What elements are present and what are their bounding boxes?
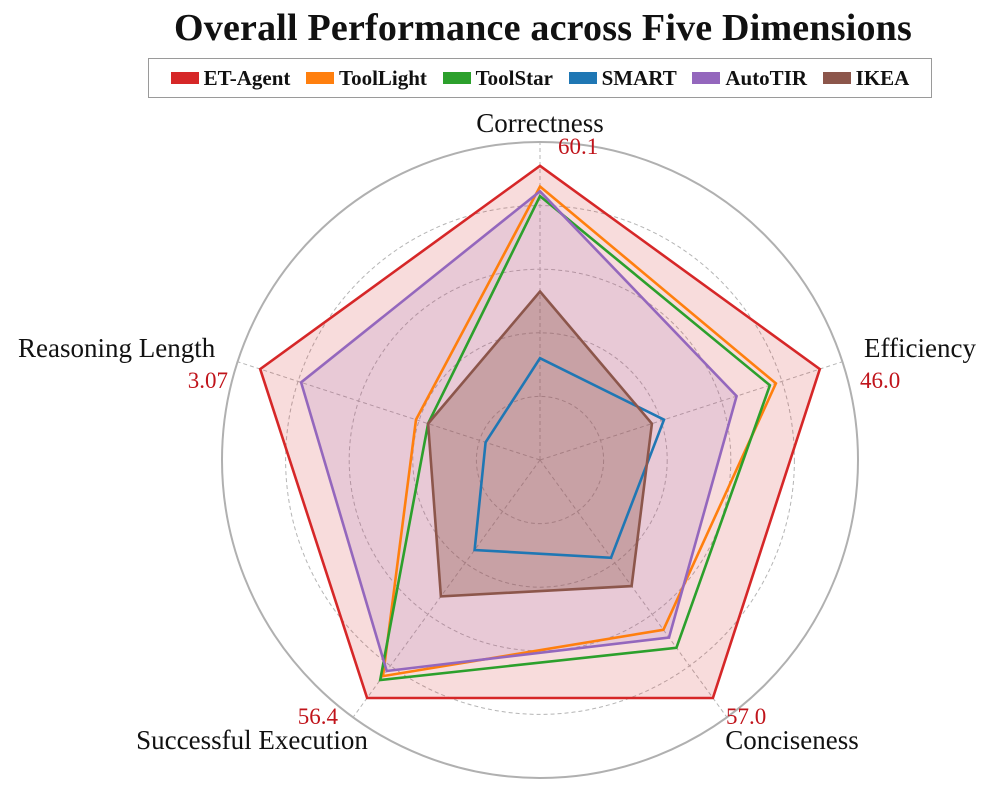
axis-max-label-efficiency: 46.0 xyxy=(860,368,900,393)
legend-swatch-autotir xyxy=(692,72,721,84)
axis-max-label-successful-execution: 56.4 xyxy=(298,704,339,729)
axis-spoke-conciseness xyxy=(539,459,728,718)
radar-grid xyxy=(221,141,859,779)
series-fill-autotir xyxy=(301,191,737,672)
series-line-et-agent xyxy=(258,164,822,700)
axis-label-correctness: Correctness xyxy=(476,108,603,138)
legend-item-et-agent: ET-Agent xyxy=(170,65,291,91)
series-line-ikea xyxy=(426,289,654,598)
legend-swatch-toolstar xyxy=(442,72,471,84)
axis-spoke-successful-execution xyxy=(352,459,541,718)
legend-item-ikea: IKEA xyxy=(822,65,910,91)
axis-max-label-reasoning-length: 3.07 xyxy=(188,368,228,393)
legend-item-smart: SMART xyxy=(568,65,677,91)
grid-ring-1 xyxy=(475,395,605,525)
legend-item-toollight: ToolLight xyxy=(306,66,427,91)
series-line-smart xyxy=(473,356,666,560)
legend-label: SMART xyxy=(601,65,677,90)
axis-max-label-correctness: 60.1 xyxy=(558,134,598,159)
axis-spoke-reasoning-length xyxy=(237,361,541,461)
legend-swatch-toollight xyxy=(306,72,334,84)
axis-label-conciseness: Conciseness xyxy=(725,725,858,755)
legend-swatch-smart xyxy=(568,72,597,84)
legend-label: AutoTIR xyxy=(725,65,808,90)
series-line-autotir xyxy=(299,189,739,673)
axis-label-efficiency: Efficiency xyxy=(864,333,976,363)
series-fills xyxy=(260,165,820,699)
axis-label-successful-execution: Successful Execution xyxy=(136,725,368,755)
legend-item-autotir: AutoTIR xyxy=(692,66,807,91)
legend-label: ToolLight xyxy=(339,65,427,90)
axis-label-reasoning-length: Reasoning Length xyxy=(18,333,216,363)
legend-item-toolstar: ToolStar xyxy=(442,65,553,91)
legend-label: IKEA xyxy=(855,65,910,90)
series-fill-ikea xyxy=(428,291,652,597)
grid-outer-ring xyxy=(221,141,859,779)
legend-label: ET-Agent xyxy=(203,65,291,90)
series-fill-et-agent xyxy=(260,165,820,699)
series-line-toollight xyxy=(381,184,778,678)
legend: ET-Agent ToolLight ToolStar SMART AutoTIR IKE… xyxy=(148,58,932,98)
legend-swatch-ikea xyxy=(822,72,851,84)
legend-swatch-et-agent xyxy=(170,72,199,84)
chart-title: Overall Performance across Five Dimensio… xyxy=(174,7,912,49)
axis-max-label-conciseness: 57.0 xyxy=(726,704,766,729)
legend-label: ToolStar xyxy=(475,65,553,90)
grid-ring-2 xyxy=(412,332,668,588)
series-lines xyxy=(258,164,822,700)
axis-spoke-efficiency xyxy=(539,361,843,461)
series-line-toolstar xyxy=(378,194,772,682)
